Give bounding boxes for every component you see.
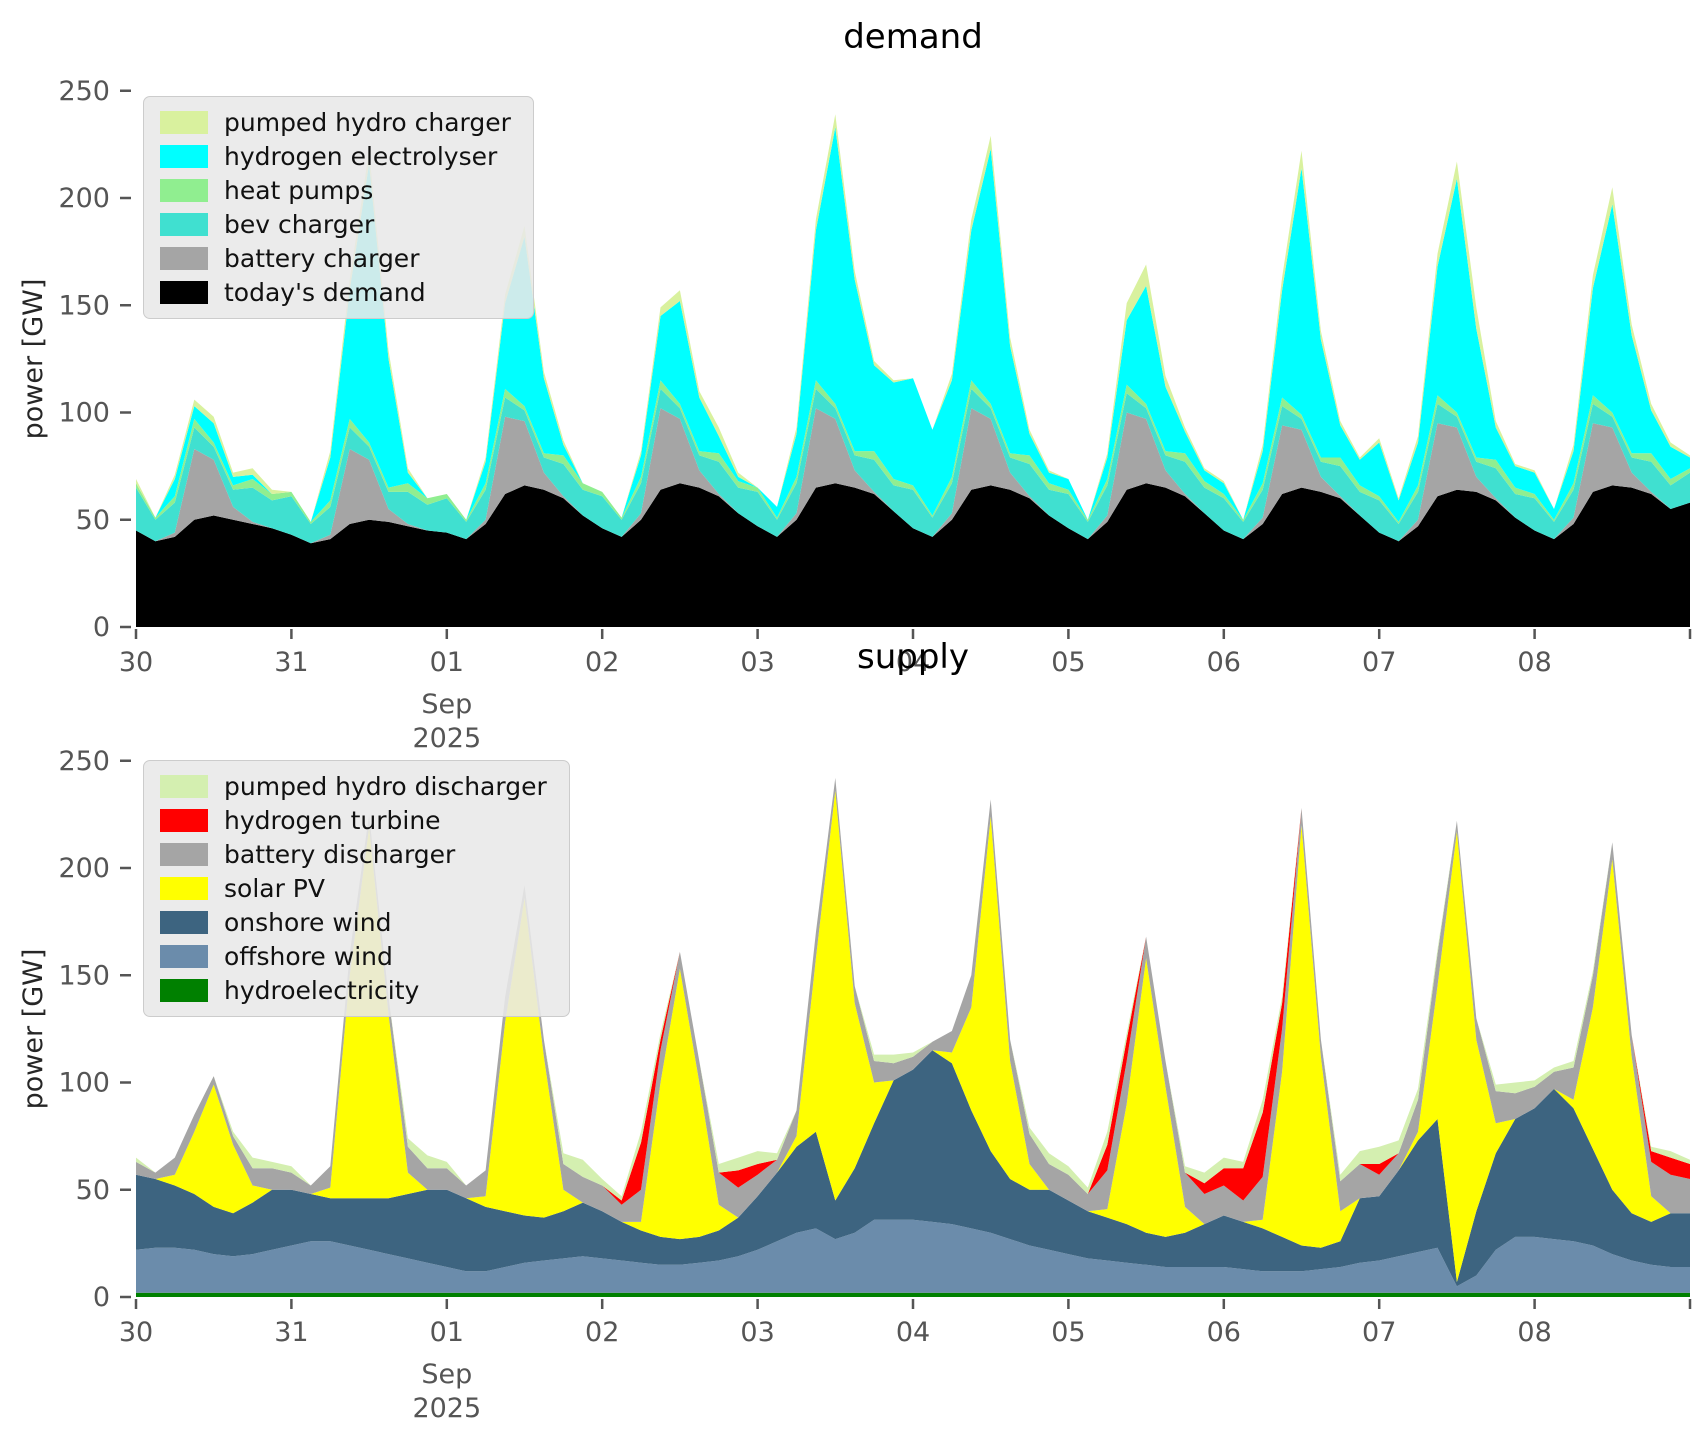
legend-label: heat pumps bbox=[224, 176, 374, 205]
x-tick-label: 01 bbox=[430, 647, 464, 678]
x-tick-label: 02 bbox=[585, 647, 619, 678]
legend-label: hydrogen electrolyser bbox=[224, 142, 498, 171]
legend-item: battery discharger bbox=[160, 841, 547, 868]
legend-swatch-pumped-hydro-discharger bbox=[160, 775, 208, 798]
legend-swatch-solar-pv bbox=[160, 877, 208, 900]
x-tick-label: 07 bbox=[1362, 647, 1396, 678]
legend-item: battery charger bbox=[160, 245, 511, 272]
y-tick-label: 50 bbox=[76, 1175, 110, 1206]
legend-item: today's demand bbox=[160, 279, 511, 306]
legend-item: pumped hydro charger bbox=[160, 109, 511, 136]
x-tick-label: 05 bbox=[1051, 1317, 1085, 1348]
y-axis-label: power [GW] bbox=[18, 949, 49, 1110]
y-tick-label: 150 bbox=[58, 290, 110, 321]
legend-item: solar PV bbox=[160, 875, 547, 902]
y-axis-label: power [GW] bbox=[18, 279, 49, 440]
legend-item: hydrogen turbine bbox=[160, 807, 547, 834]
legend-swatch-battery-charger bbox=[160, 247, 208, 270]
legend-swatch-heat-pumps bbox=[160, 179, 208, 202]
supply-area-offshore-wind bbox=[136, 1219, 1690, 1293]
x-tick-label: 06 bbox=[1207, 647, 1241, 678]
legend-swatch-hydrogen-turbine bbox=[160, 809, 208, 832]
x-tick-label: 06 bbox=[1207, 1317, 1241, 1348]
demand-area-heat-pumps bbox=[136, 380, 1690, 524]
demand-area-bev-charger bbox=[136, 388, 1690, 544]
y-tick-label: 50 bbox=[76, 505, 110, 536]
x-axis-year-label: 2025 bbox=[412, 1393, 481, 1424]
supply-legend: pumped hydro discharger hydrogen turbine b… bbox=[143, 760, 570, 1017]
demand-area-today-s-demand bbox=[136, 483, 1690, 627]
supply-area-onshore-wind bbox=[136, 1050, 1690, 1287]
y-tick-label: 0 bbox=[93, 1282, 110, 1313]
legend-label: pumped hydro charger bbox=[224, 108, 511, 137]
legend-label: today's demand bbox=[224, 278, 426, 307]
legend-swatch-hydroelectricity bbox=[160, 979, 208, 1002]
x-axis-year-label: 2025 bbox=[412, 723, 481, 754]
legend-label: onshore wind bbox=[224, 908, 392, 937]
demand-area-hydrogen-electrolyser bbox=[136, 127, 1690, 522]
y-tick-label: 200 bbox=[58, 853, 110, 884]
supply-area-hydroelectricity bbox=[136, 1292, 1690, 1297]
legend-label: hydrogen turbine bbox=[224, 806, 441, 835]
legend-item: hydrogen electrolyser bbox=[160, 143, 511, 170]
y-tick-label: 250 bbox=[58, 746, 110, 777]
x-tick-label: 30 bbox=[119, 647, 153, 678]
legend-swatch-pumped-hydro-charger bbox=[160, 111, 208, 134]
x-tick-label: 05 bbox=[1051, 647, 1085, 678]
legend-label: battery charger bbox=[224, 244, 420, 273]
y-tick-label: 0 bbox=[93, 612, 110, 643]
x-tick-label: 07 bbox=[1362, 1317, 1396, 1348]
x-axis-month-label: Sep bbox=[421, 689, 472, 720]
y-tick-label: 250 bbox=[58, 76, 110, 107]
y-tick-label: 200 bbox=[58, 183, 110, 214]
x-tick-label: 04 bbox=[896, 647, 930, 678]
legend-label: offshore wind bbox=[224, 942, 393, 971]
x-axis-month-label: Sep bbox=[421, 1359, 472, 1390]
x-tick-label: 02 bbox=[585, 1317, 619, 1348]
x-tick-label: 03 bbox=[740, 1317, 774, 1348]
legend-item: pumped hydro discharger bbox=[160, 773, 547, 800]
demand-area-battery-charger bbox=[136, 408, 1690, 544]
legend-item: bev charger bbox=[160, 211, 511, 238]
legend-label: solar PV bbox=[224, 874, 325, 903]
x-tick-label: 31 bbox=[274, 647, 308, 678]
x-tick-label: 04 bbox=[896, 1317, 930, 1348]
legend-item: onshore wind bbox=[160, 909, 547, 936]
legend-label: hydroelectricity bbox=[224, 976, 420, 1005]
legend-swatch-battery-discharger bbox=[160, 843, 208, 866]
legend-item: hydroelectricity bbox=[160, 977, 547, 1004]
x-tick-label: 08 bbox=[1517, 647, 1551, 678]
x-tick-label: 31 bbox=[274, 1317, 308, 1348]
legend-swatch-onshore-wind bbox=[160, 911, 208, 934]
legend-label: bev charger bbox=[224, 210, 375, 239]
supply-title: supply bbox=[857, 637, 969, 677]
legend-swatch-bev-charger bbox=[160, 213, 208, 236]
x-tick-label: 08 bbox=[1517, 1317, 1551, 1348]
x-tick-label: 30 bbox=[119, 1317, 153, 1348]
demand-title: demand bbox=[843, 17, 983, 57]
legend-label: pumped hydro discharger bbox=[224, 772, 547, 801]
legend-item: heat pumps bbox=[160, 177, 511, 204]
x-tick-label: 03 bbox=[740, 647, 774, 678]
legend-item: offshore wind bbox=[160, 943, 547, 970]
x-tick-label: 01 bbox=[430, 1317, 464, 1348]
y-tick-label: 150 bbox=[58, 960, 110, 991]
y-tick-label: 100 bbox=[58, 398, 110, 429]
legend-swatch-today-s-demand bbox=[160, 281, 208, 304]
demand-legend: pumped hydro charger hydrogen electrolyse… bbox=[143, 96, 534, 319]
legend-swatch-offshore-wind bbox=[160, 945, 208, 968]
y-tick-label: 100 bbox=[58, 1068, 110, 1099]
legend-label: battery discharger bbox=[224, 840, 456, 869]
legend-swatch-hydrogen-electrolyser bbox=[160, 145, 208, 168]
